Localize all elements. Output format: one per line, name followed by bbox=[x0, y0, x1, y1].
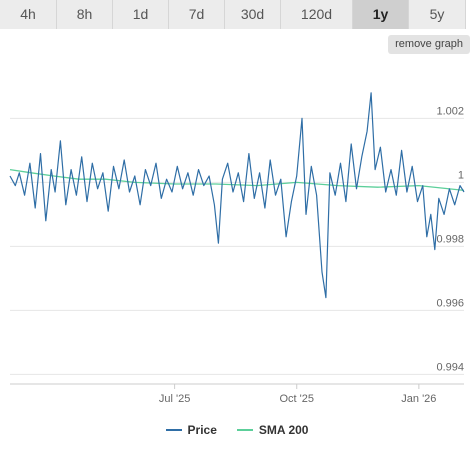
price-chart: 1.002 1 0.998 0.996 0.994 Jul '25 Oct '25 Jan '… bbox=[9, 92, 465, 405]
legend-item-sma[interactable]: SMA 200 bbox=[236, 420, 309, 440]
x-tick-label: Jan '26 bbox=[401, 393, 436, 405]
tab-5y[interactable]: 5y bbox=[409, 0, 466, 29]
y-tick-label: 0.998 bbox=[436, 233, 464, 245]
legend-label: SMA 200 bbox=[258, 423, 309, 437]
tab-1d[interactable]: 1d bbox=[113, 0, 169, 29]
tab-4h[interactable]: 4h bbox=[0, 0, 57, 29]
tab-8h[interactable]: 8h bbox=[57, 0, 113, 29]
legend-item-price[interactable]: Price bbox=[165, 420, 217, 440]
tab-120d[interactable]: 120d bbox=[281, 0, 353, 29]
timeframe-tabs: 4h 8h 1d 7d 30d 120d 1y 5y bbox=[0, 0, 474, 29]
tab-1y[interactable]: 1y bbox=[353, 0, 409, 29]
remove-graph-button[interactable]: remove graph bbox=[388, 35, 470, 54]
tab-30d[interactable]: 30d bbox=[225, 0, 281, 29]
legend-swatch bbox=[165, 429, 182, 431]
y-tick-label: 0.996 bbox=[436, 297, 464, 309]
tab-7d[interactable]: 7d bbox=[169, 0, 225, 29]
x-tick-label: Oct '25 bbox=[279, 393, 314, 405]
chart-legend: Price SMA 200 bbox=[0, 420, 474, 440]
x-tick-label: Jul '25 bbox=[159, 393, 190, 405]
y-tick-label: 0.994 bbox=[436, 361, 464, 373]
legend-label: Price bbox=[187, 423, 217, 437]
y-tick-label: 1 bbox=[458, 169, 464, 181]
legend-swatch bbox=[236, 429, 253, 431]
price-series-line bbox=[9, 92, 465, 299]
y-tick-label: 1.002 bbox=[436, 105, 464, 117]
